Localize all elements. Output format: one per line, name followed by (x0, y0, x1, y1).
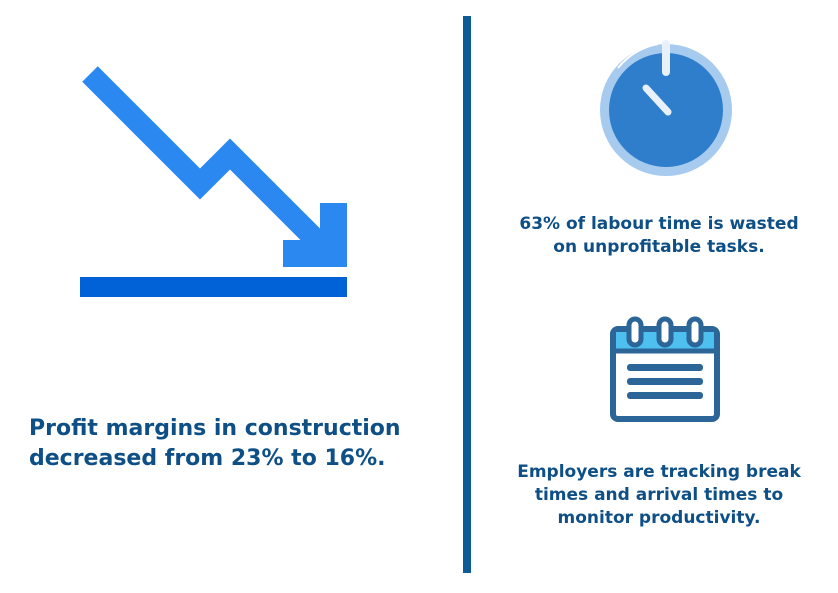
tracking-caption-line1: Employers are tracking break (517, 462, 801, 482)
calendar-icon (610, 316, 720, 422)
left-panel: Profit margins in construction decreased… (29, 66, 449, 474)
labour-time-caption-line2: on unprofitable tasks. (553, 237, 765, 258)
trend-down-arrow-icon (80, 66, 347, 297)
tracking-caption-line3: monitor productivity. (557, 508, 761, 529)
vertical-divider (463, 16, 471, 573)
timer-icon (600, 40, 732, 176)
profit-margin-caption: Profit margins in construction decreased… (29, 414, 449, 474)
profit-margin-caption-line2: decreased from 23% to 16%. (29, 445, 386, 471)
tracking-caption-line2: times and arrival times to (534, 485, 784, 506)
profit-margin-caption-line1: Profit margins in construction (29, 416, 401, 441)
labour-time-caption: 63% of labour time is wasted on unprofit… (480, 213, 838, 259)
labour-time-caption-line1: 63% of labour time is wasted (519, 214, 799, 234)
tracking-caption: Employers are tracking break times and a… (480, 461, 838, 530)
